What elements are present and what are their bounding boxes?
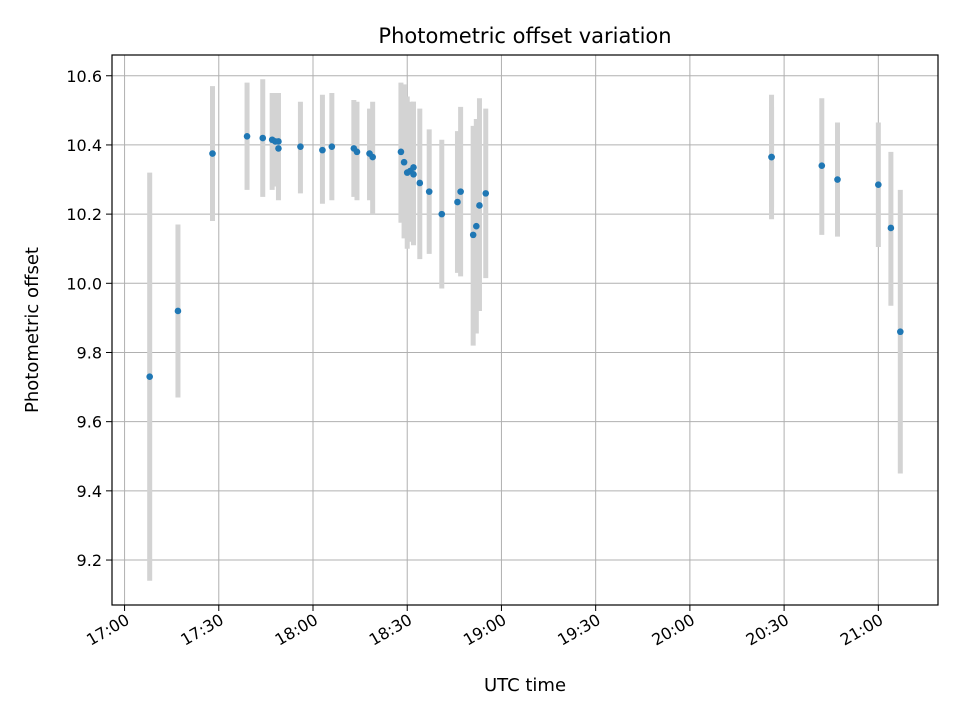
data-point: [425, 188, 433, 195]
data-point: [353, 148, 361, 156]
data-point: [469, 231, 477, 239]
data-point: [400, 158, 408, 166]
y-tick-label: 9.8: [77, 343, 102, 362]
y-tick-label: 9.2: [77, 551, 102, 570]
data-point: [209, 150, 216, 157]
data-point: [818, 162, 826, 169]
data-point: [410, 171, 417, 178]
data-point: [319, 146, 326, 154]
data-point: [275, 145, 282, 152]
y-tick-label: 10.0: [66, 274, 102, 293]
data-point: [174, 307, 182, 315]
x-axis-label: UTC time: [484, 675, 566, 696]
y-tick-label: 10.2: [66, 205, 102, 224]
point-layer: [146, 132, 904, 380]
plot-frame: [111, 54, 939, 606]
data-point: [297, 143, 304, 150]
data-point: [410, 164, 417, 171]
data-point: [397, 148, 405, 156]
data-point: [875, 181, 882, 189]
data-point: [482, 190, 490, 197]
data-point: [416, 179, 424, 187]
data-point: [146, 373, 153, 380]
data-point: [887, 224, 895, 232]
y-tick-label: 9.4: [77, 482, 102, 501]
data-point: [369, 153, 376, 161]
data-point: [259, 134, 267, 142]
data-point: [243, 132, 251, 140]
data-point: [457, 188, 464, 195]
y-tick-label: 9.6: [77, 413, 102, 432]
data-point: [897, 328, 904, 336]
y-tick-label: 10.4: [66, 136, 102, 155]
data-point: [328, 143, 336, 150]
data-point: [473, 222, 480, 230]
chart-title: Photometric offset variation: [378, 24, 671, 48]
data-point: [476, 202, 483, 209]
data-point: [454, 198, 461, 206]
data-point: [768, 153, 775, 161]
y-axis-label: Photometric offset: [22, 247, 43, 413]
data-point: [834, 176, 841, 183]
y-tick-label: 10.6: [66, 67, 102, 86]
data-point: [438, 210, 446, 218]
data-point: [275, 138, 282, 145]
